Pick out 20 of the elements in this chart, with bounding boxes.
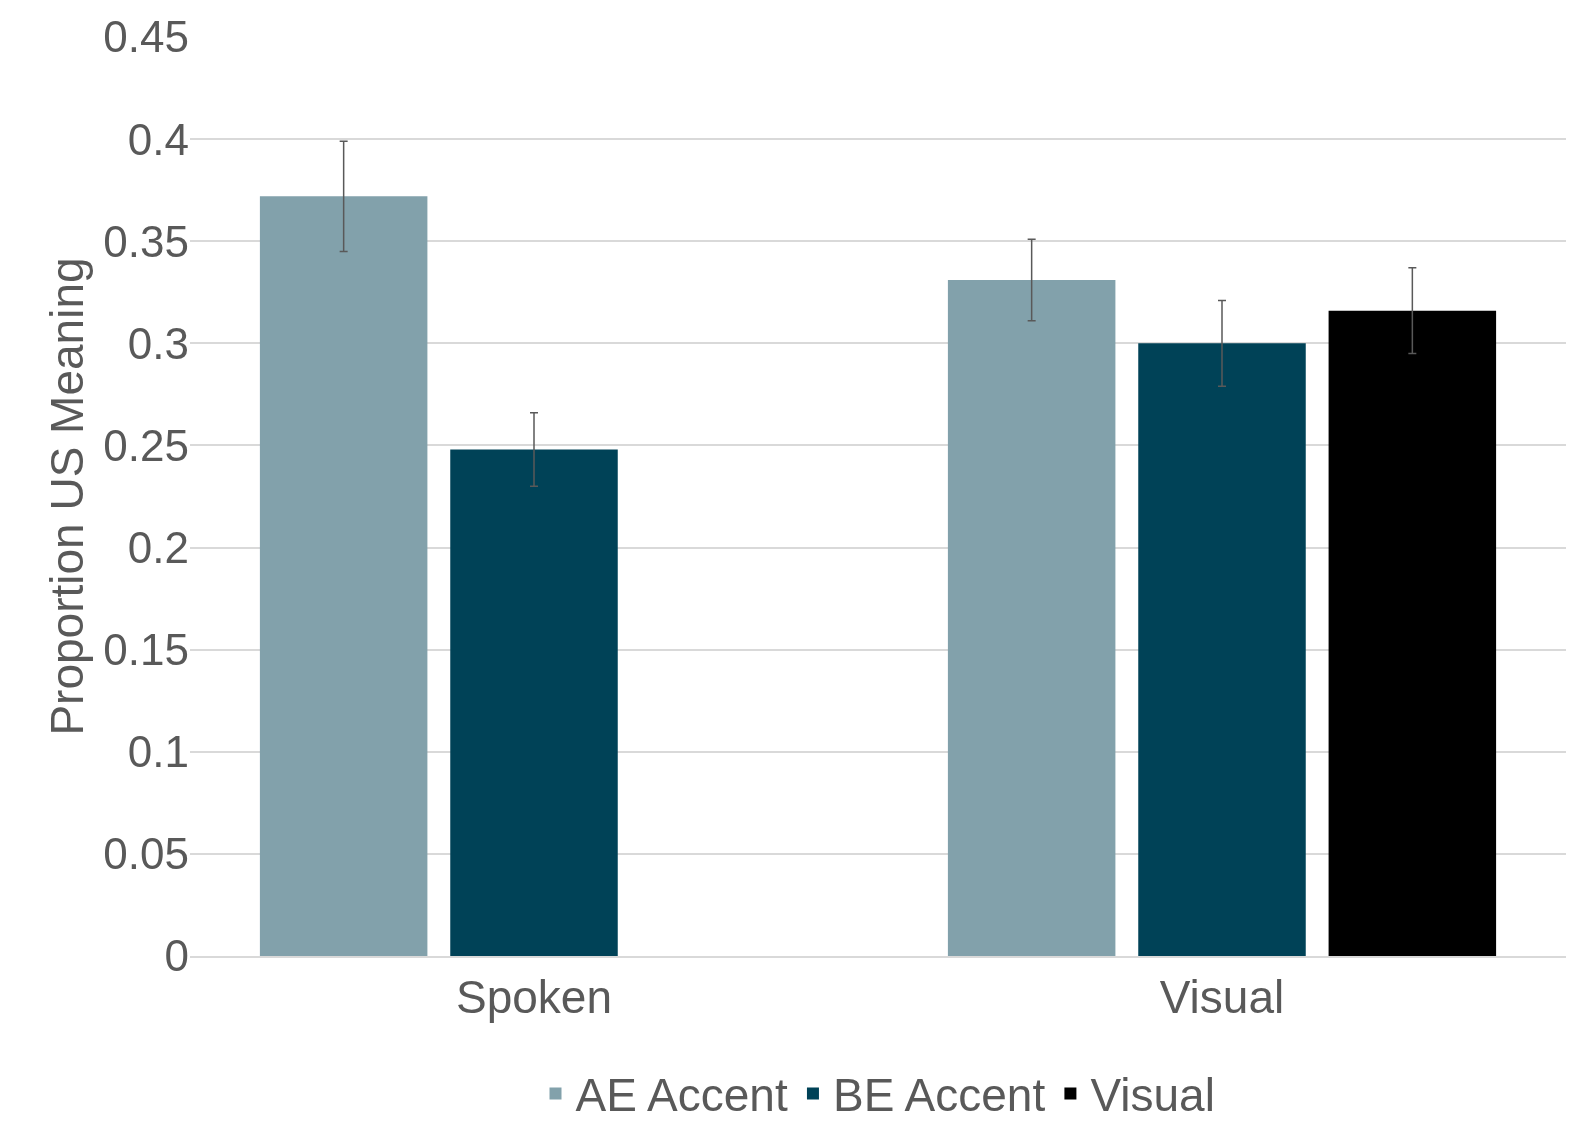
bar bbox=[259, 196, 428, 956]
y-tick-label: 0.25 bbox=[103, 420, 189, 470]
y-tick-label: 0.35 bbox=[103, 216, 189, 266]
y-tick-label: 0.05 bbox=[103, 829, 189, 879]
y-tick-label: 0.1 bbox=[127, 727, 189, 777]
y-tick-label: 0.45 bbox=[103, 12, 189, 62]
y-tick-label: 0.2 bbox=[127, 522, 189, 572]
bar bbox=[450, 449, 618, 956]
legend-label: BE Accent bbox=[832, 1069, 1046, 1122]
bar bbox=[1138, 343, 1306, 956]
y-tick-label: 0.15 bbox=[103, 625, 189, 675]
legend-label: AE Accent bbox=[575, 1069, 788, 1122]
bar bbox=[1328, 310, 1497, 956]
legend-label: Visual bbox=[1090, 1069, 1215, 1122]
x-tick-label: Spoken bbox=[455, 970, 613, 1023]
y-tick-label: 0.3 bbox=[127, 318, 189, 368]
y-tick-label: 0 bbox=[164, 931, 189, 981]
y-tick-label: 0.4 bbox=[127, 114, 189, 164]
bar bbox=[947, 280, 1116, 956]
y-axis-title: Proportion US Meaning bbox=[40, 257, 93, 736]
